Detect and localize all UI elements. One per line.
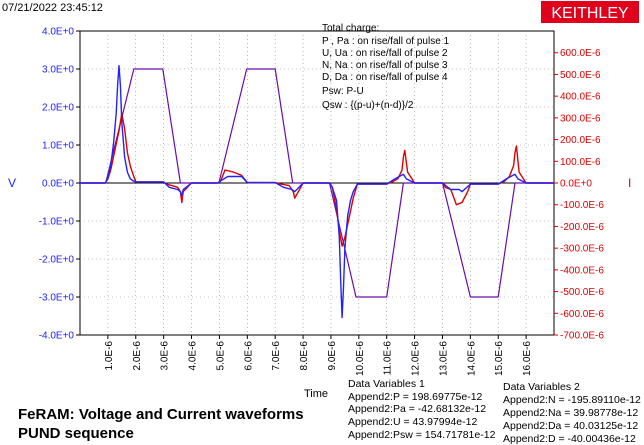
x-tick-label: 14.0E-6 <box>466 341 477 376</box>
right-tick-label: -600.0E-6 <box>560 309 604 320</box>
right-tick-label: 300.0E-6 <box>560 113 601 124</box>
data-variable: Append2:Psw = 154.71781e-12 <box>348 429 496 441</box>
right-tick-label: 500.0E-6 <box>560 70 601 81</box>
legend-line: U, Ua : on rise/fall of pulse 2 <box>322 48 448 59</box>
left-tick-label: 2.0E+0 <box>42 103 74 114</box>
left-tick-label: -4.0E+0 <box>39 331 75 342</box>
x-tick-label: 7.0E-6 <box>271 341 282 371</box>
right-tick-label: -500.0E-6 <box>560 287 604 298</box>
legend-line: P , Pa : on rise/fall of pulse 1 <box>322 36 450 47</box>
left-tick-label: 0.0E+0 <box>42 179 74 190</box>
legend-line: Qsw : {(p-u)+(n-d)}/2 <box>322 100 414 111</box>
data-variable: Append2:U = 43.97994e-12 <box>348 416 477 428</box>
x-tick-label: 2.0E-6 <box>132 341 143 371</box>
data-variables-2-title: Data Variables 2 <box>503 381 580 393</box>
right-tick-label: -700.0E-6 <box>560 331 604 342</box>
data-variables-2: Data Variables 2 Append2:N = -195.89110e… <box>503 381 641 445</box>
right-tick-label: -300.0E-6 <box>560 244 604 255</box>
right-tick-label: 200.0E-6 <box>560 135 601 146</box>
left-tick-label: -3.0E+0 <box>39 293 75 304</box>
series-layer <box>80 64 554 319</box>
x-tick-label: 8.0E-6 <box>299 341 310 371</box>
right-tick-label: -100.0E-6 <box>560 200 604 211</box>
data-variables-1: Data Variables 1 Append2:P = 198.69775e-… <box>348 378 496 441</box>
left-axis-ticks: 4.0E+0 3.0E+0 2.0E+0 1.0E+0 0.0E+0 -1.0E+0 -2.… <box>39 27 80 342</box>
x-tick-label: 15.0E-6 <box>494 341 505 376</box>
left-tick-label: -1.0E+0 <box>39 217 75 228</box>
right-tick-label: 400.0E-6 <box>560 92 601 103</box>
left-tick-label: 4.0E+0 <box>42 27 74 38</box>
right-tick-label: -200.0E-6 <box>560 222 604 233</box>
x-tick-label: 13.0E-6 <box>438 341 449 376</box>
footer-subtitle: PUND sequence <box>18 425 134 442</box>
x-tick-label: 9.0E-6 <box>327 341 338 371</box>
data-variable: Append2:Na = 39.98778e-12 <box>503 407 638 419</box>
footer-title: FeRAM: Voltage and Current waveforms <box>18 406 304 423</box>
y-axis-label-left: V <box>8 176 16 190</box>
right-tick-label: 100.0E-6 <box>560 157 601 168</box>
current-line-blue <box>80 64 554 319</box>
x-tick-label: 11.0E-6 <box>383 341 394 376</box>
keithley-logo-text: KEITHLEY <box>551 5 629 22</box>
legend-line: Psw: P-U <box>322 86 364 97</box>
left-tick-label: 1.0E+0 <box>42 141 74 152</box>
data-variable: Append2:Pa = -42.68132e-12 <box>348 403 486 415</box>
data-variables-1-title: Data Variables 1 <box>348 378 425 390</box>
x-tick-label: 16.0E-6 <box>522 341 533 376</box>
legend-line: D, Da : on rise/fall of pulse 4 <box>322 72 448 83</box>
charge-legend: Total charge: P , Pa : on rise/fall of p… <box>322 23 450 111</box>
right-tick-label: -400.0E-6 <box>560 265 604 276</box>
x-tick-label: 12.0E-6 <box>411 341 422 376</box>
right-tick-label: 600.0E-6 <box>560 48 601 59</box>
data-variable: Append2:Da = 40.03125e-12 <box>503 420 638 432</box>
legend-line: N, Na : on rise/fall of pulse 3 <box>322 60 448 71</box>
legend-title: Total charge: <box>322 23 379 34</box>
data-variable: Append2:P = 198.69775e-12 <box>348 391 483 403</box>
x-tick-label: 6.0E-6 <box>243 341 254 371</box>
data-variable: Append2:D = -40.00436e-12 <box>503 433 636 445</box>
timestamp: 07/21/2022 23:45:12 <box>2 2 103 14</box>
left-tick-label: 3.0E+0 <box>42 65 74 76</box>
left-tick-label: -2.0E+0 <box>39 255 75 266</box>
right-axis-ticks: 600.0E-6 500.0E-6 400.0E-6 300.0E-6 200.0E-6… <box>554 48 604 342</box>
x-tick-label: 3.0E-6 <box>160 341 171 371</box>
x-tick-label: 5.0E-6 <box>215 341 226 371</box>
x-axis-label: Time <box>304 388 328 400</box>
keithley-logo <box>541 1 639 23</box>
right-tick-label: 0.0E+0 <box>560 179 592 190</box>
y-axis-label-right: I <box>628 176 631 190</box>
x-tick-label: 10.0E-6 <box>355 341 366 376</box>
x-tick-label: 4.0E-6 <box>188 341 199 371</box>
x-tick-label: 1.0E-6 <box>104 341 115 371</box>
data-variable: Append2:N = -195.89110e-12 <box>503 394 641 406</box>
x-axis-ticks: 1.0E-6 2.0E-6 3.0E-6 4.0E-6 5.0E-6 6.0E-6 7.0E… <box>104 335 533 376</box>
